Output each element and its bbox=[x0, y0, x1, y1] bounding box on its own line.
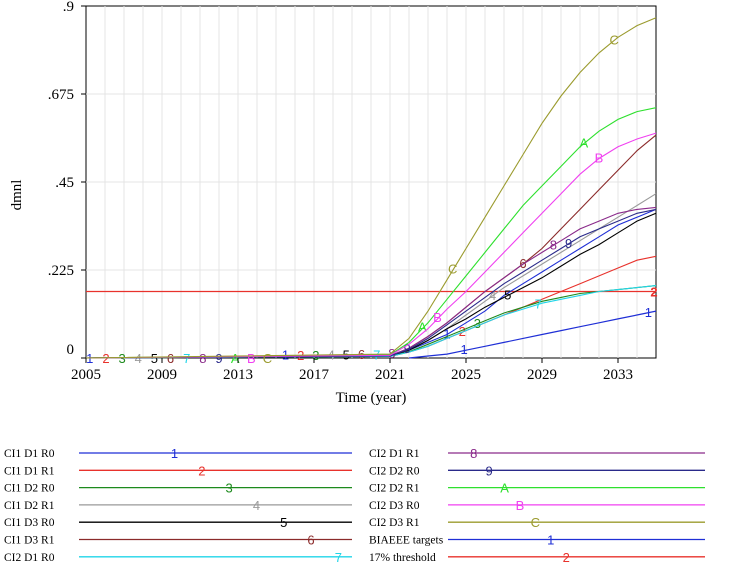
legend-label: CI1 D2 R0 bbox=[4, 483, 55, 495]
legend-label: CI1 D1 R0 bbox=[4, 448, 55, 460]
x-tick-label: 2025 bbox=[451, 367, 481, 383]
series-marker: A bbox=[418, 320, 427, 335]
series-line bbox=[85, 17, 657, 359]
legend-marker: C bbox=[531, 515, 540, 530]
legend-label: CI2 D3 R0 bbox=[369, 500, 420, 512]
series-marker: B bbox=[595, 151, 604, 166]
series-line bbox=[85, 208, 657, 359]
legend-label: CI1 D3 R0 bbox=[4, 517, 55, 529]
legend-marker: 5 bbox=[280, 515, 287, 530]
targets-marker: 1 bbox=[460, 342, 467, 357]
y-tick-label: .9 bbox=[63, 0, 74, 15]
y-axis-label: dmnl bbox=[9, 180, 25, 211]
y-tick-label: .45 bbox=[55, 175, 74, 191]
series-marker: 9 bbox=[403, 341, 410, 356]
legend-marker: 1 bbox=[547, 533, 554, 548]
y-tick-label: .225 bbox=[48, 263, 74, 279]
series-marker: 8 bbox=[199, 351, 206, 366]
x-tick-label: 2017 bbox=[299, 367, 330, 383]
series-marker: C bbox=[263, 351, 272, 366]
series-marker: 7 bbox=[535, 296, 542, 311]
y-tick-label: 0 bbox=[67, 342, 75, 358]
legend-label: 17% threshold bbox=[369, 552, 436, 564]
legend-marker: A bbox=[500, 481, 509, 496]
legend-marker: 2 bbox=[563, 550, 570, 565]
threshold-marker: 2 bbox=[650, 285, 657, 300]
legend-label: CI1 D1 R1 bbox=[4, 465, 55, 477]
x-tick-label: 2005 bbox=[71, 367, 101, 383]
x-tick-label: 2013 bbox=[223, 367, 253, 383]
legend: CI1 D1 R0 1 CI1 D1 R1 2 CI1 D2 R0 3 CI1 D2 R1 4… bbox=[4, 446, 705, 565]
series-marker: 1 bbox=[443, 327, 450, 342]
targets-marker: 1 bbox=[645, 305, 652, 320]
legend-marker: 1 bbox=[171, 446, 178, 461]
series-marker: C bbox=[448, 261, 457, 276]
legend-label: CI1 D3 R1 bbox=[4, 535, 55, 547]
series-line bbox=[85, 212, 657, 359]
legend-marker: 8 bbox=[470, 446, 477, 461]
axis-ticks: 2005 2009 2013 2017 2021 2025 2029 2033 0 .225 .45… bbox=[48, 0, 633, 383]
series-line bbox=[85, 132, 657, 359]
series-marker: 6 bbox=[167, 351, 174, 366]
series-marker: 2 bbox=[102, 351, 109, 366]
series-marker: B bbox=[433, 310, 442, 325]
series-marker: 3 bbox=[118, 351, 125, 366]
legend-label: BIAEEE targets bbox=[369, 535, 444, 547]
series-marker: 3 bbox=[474, 316, 481, 331]
series-marker: 5 bbox=[504, 287, 511, 302]
x-tick-label: 2029 bbox=[527, 367, 557, 383]
series-marker: 4 bbox=[135, 351, 142, 366]
series-line bbox=[85, 285, 657, 359]
series-marker: 9 bbox=[215, 351, 222, 366]
legend-marker: 7 bbox=[335, 550, 342, 565]
series-marker: A bbox=[231, 351, 240, 366]
series-line bbox=[85, 206, 657, 359]
series-marker: C bbox=[610, 32, 619, 47]
legend-label: CI2 D1 R0 bbox=[4, 552, 55, 564]
x-tick-label: 2021 bbox=[375, 367, 405, 383]
legend-label: CI2 D3 R1 bbox=[369, 517, 420, 529]
series-line bbox=[85, 208, 657, 359]
series-line bbox=[85, 107, 657, 359]
series-marker: 9 bbox=[565, 236, 572, 251]
series-marker: A bbox=[579, 136, 588, 151]
targets-line bbox=[408, 310, 657, 359]
series-marker: 4 bbox=[489, 288, 496, 303]
series-marker: B bbox=[247, 351, 256, 366]
x-tick-label: 2033 bbox=[603, 367, 633, 383]
x-tick-label: 2009 bbox=[147, 367, 177, 383]
legend-marker: 3 bbox=[226, 481, 233, 496]
x-axis-label: Time (year) bbox=[336, 390, 407, 406]
legend-label: CI1 D2 R1 bbox=[4, 500, 55, 512]
series-marker: 7 bbox=[183, 351, 190, 366]
legend-label: CI2 D2 R1 bbox=[369, 483, 420, 495]
legend-marker: B bbox=[516, 498, 525, 513]
legend-marker: 6 bbox=[307, 533, 314, 548]
legend-label: CI2 D2 R0 bbox=[369, 465, 420, 477]
y-tick-label: .675 bbox=[48, 87, 74, 103]
series-marker: 5 bbox=[151, 351, 158, 366]
grid bbox=[86, 6, 656, 358]
legend-label: CI2 D1 R1 bbox=[369, 448, 420, 460]
legend-marker: 2 bbox=[198, 463, 205, 478]
series-marker: 8 bbox=[550, 237, 557, 252]
legend-marker: 4 bbox=[253, 498, 260, 513]
legend-marker: 9 bbox=[486, 463, 493, 478]
